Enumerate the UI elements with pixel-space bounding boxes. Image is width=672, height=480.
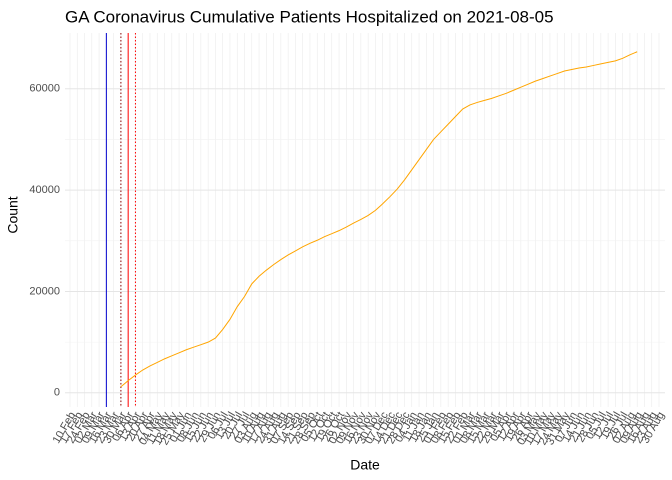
y-tick-label: 0 xyxy=(54,387,60,399)
y-tick-label: 60000 xyxy=(29,83,60,95)
y-tick-label: 40000 xyxy=(29,184,60,196)
y-tick-label: 20000 xyxy=(29,285,60,297)
data-line xyxy=(120,51,638,388)
y-axis-title: Count xyxy=(5,196,21,233)
chart-title: GA Coronavirus Cumulative Patients Hospi… xyxy=(65,7,554,26)
x-axis-title: Date xyxy=(350,457,380,473)
